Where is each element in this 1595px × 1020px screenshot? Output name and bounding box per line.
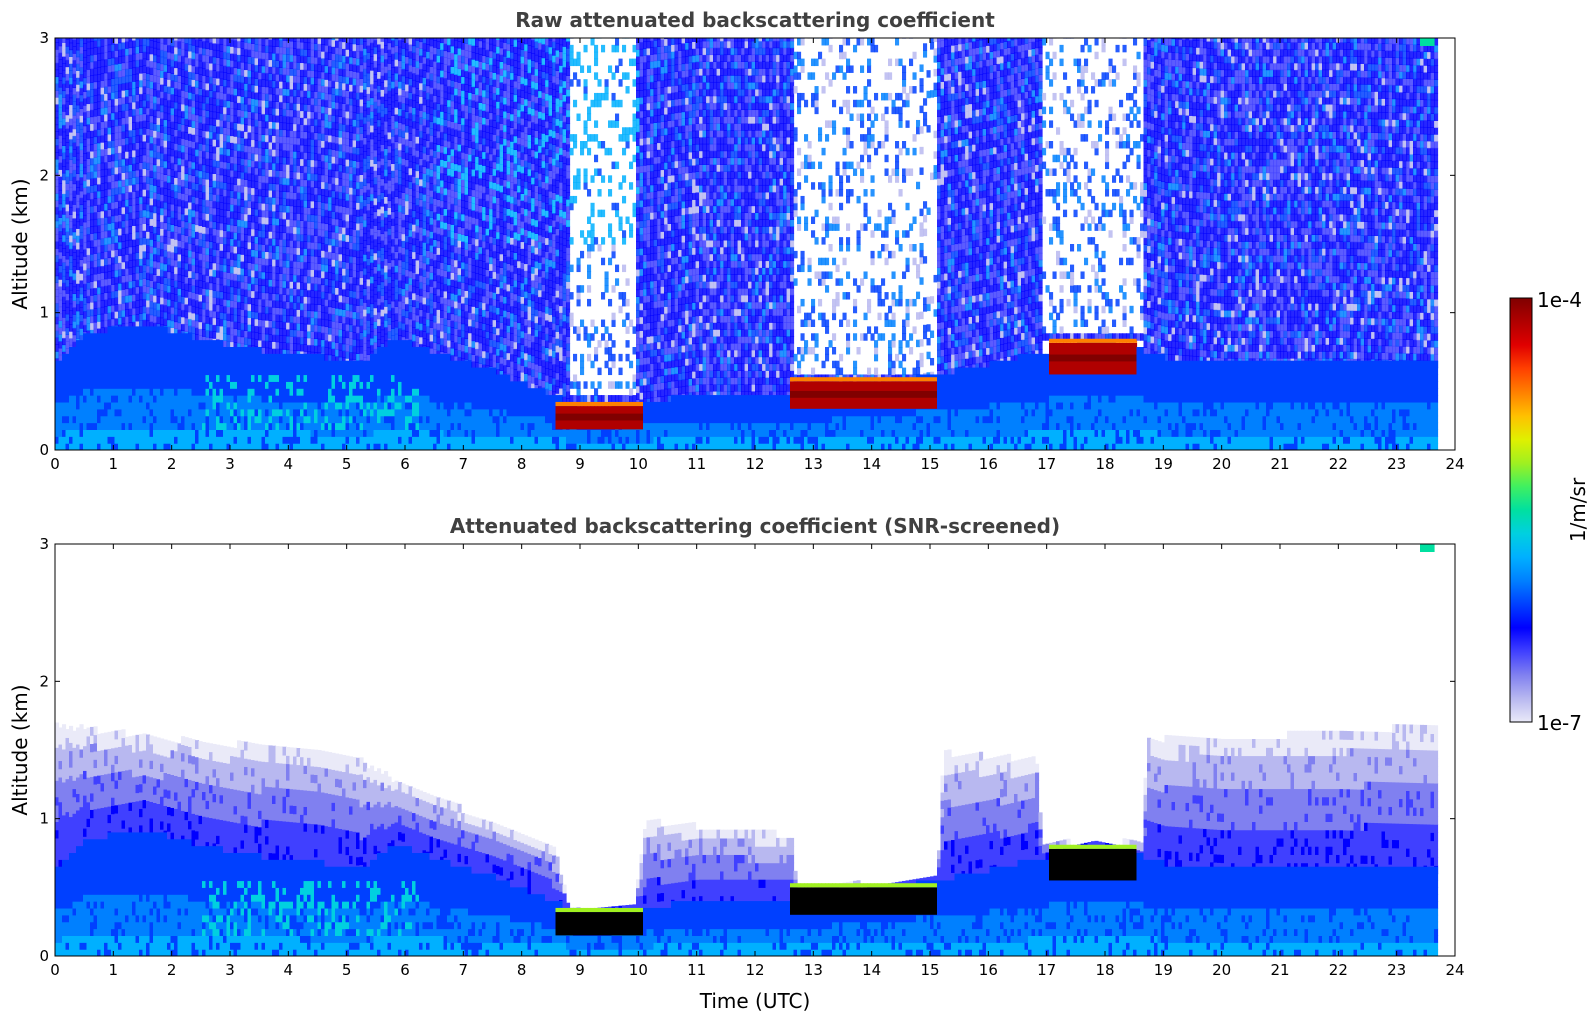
x-tick-label: 15 bbox=[920, 961, 939, 979]
y-tick-label: 2 bbox=[39, 166, 49, 184]
heatmap-screened bbox=[55, 544, 1438, 957]
x-tick-label: 14 bbox=[862, 455, 881, 473]
x-tick-label: 1 bbox=[109, 961, 119, 979]
x-tick-label: 20 bbox=[1212, 455, 1231, 473]
x-tick-label: 24 bbox=[1445, 455, 1464, 473]
x-tick-label: 17 bbox=[1037, 455, 1056, 473]
x-tick-label: 8 bbox=[517, 961, 527, 979]
x-tick-label: 23 bbox=[1387, 961, 1406, 979]
x-tick-label: 12 bbox=[745, 455, 764, 473]
x-tick-label: 11 bbox=[687, 961, 706, 979]
x-tick-label: 7 bbox=[459, 455, 469, 473]
x-tick-label: 13 bbox=[804, 961, 823, 979]
x-tick-label: 9 bbox=[575, 455, 585, 473]
x-tick-label: 22 bbox=[1329, 961, 1348, 979]
x-tick-label: 17 bbox=[1037, 961, 1056, 979]
x-tick-label: 16 bbox=[979, 961, 998, 979]
x-tick-label: 2 bbox=[167, 961, 177, 979]
x-tick-label: 19 bbox=[1154, 455, 1173, 473]
x-tick-label: 7 bbox=[459, 961, 469, 979]
y-tick-label: 1 bbox=[39, 304, 49, 322]
x-tick-label: 1 bbox=[109, 455, 119, 473]
x-tick-label: 21 bbox=[1270, 961, 1289, 979]
y-tick-label: 0 bbox=[39, 441, 49, 459]
x-tick-label: 2 bbox=[167, 455, 177, 473]
x-tick-label: 10 bbox=[629, 455, 648, 473]
y-tick-label: 0 bbox=[39, 947, 49, 965]
x-tick-label: 15 bbox=[920, 455, 939, 473]
x-tick-label: 18 bbox=[1095, 455, 1114, 473]
x-tick-label: 22 bbox=[1329, 455, 1348, 473]
x-tick-label: 16 bbox=[979, 455, 998, 473]
x-tick-label: 23 bbox=[1387, 455, 1406, 473]
heatmap-raw bbox=[55, 31, 1438, 450]
y-tick-label: 3 bbox=[39, 535, 49, 553]
x-tick-label: 5 bbox=[342, 961, 352, 979]
y-axis-label-raw: Altitude (km) bbox=[8, 178, 32, 309]
x-tick-label: 3 bbox=[225, 961, 235, 979]
colorbar-gradient bbox=[1510, 298, 1532, 722]
x-tick-label: 20 bbox=[1212, 961, 1231, 979]
x-tick-label: 4 bbox=[284, 961, 294, 979]
y-tick-label: 1 bbox=[39, 810, 49, 828]
x-tick-label: 13 bbox=[804, 455, 823, 473]
colorbar-max-label: 1e-4 bbox=[1537, 288, 1582, 312]
panel-raw: Raw attenuated backscattering coefficien… bbox=[8, 8, 1465, 473]
x-tick-label: 18 bbox=[1095, 961, 1114, 979]
x-tick-label: 5 bbox=[342, 455, 352, 473]
y-tick-label: 3 bbox=[39, 29, 49, 47]
x-tick-label: 14 bbox=[862, 961, 881, 979]
x-tick-label: 11 bbox=[687, 455, 706, 473]
x-tick-label: 3 bbox=[225, 455, 235, 473]
x-tick-label: 24 bbox=[1445, 961, 1464, 979]
panel-title-screened: Attenuated backscattering coefficient (S… bbox=[450, 514, 1060, 538]
colorbar-min-label: 1e-7 bbox=[1537, 711, 1582, 735]
x-axis-label: Time (UTC) bbox=[699, 989, 811, 1013]
panel-title-raw: Raw attenuated backscattering coefficien… bbox=[515, 8, 995, 32]
x-tick-label: 0 bbox=[50, 961, 60, 979]
panel-screened: Attenuated backscattering coefficient (S… bbox=[8, 514, 1465, 1013]
colorbar: 1e-4 1e-7 1/m/sr bbox=[1510, 288, 1590, 735]
x-tick-label: 9 bbox=[575, 961, 585, 979]
colorbar-unit-label: 1/m/sr bbox=[1566, 477, 1590, 542]
backscatter-figure: Raw attenuated backscattering coefficien… bbox=[0, 0, 1595, 1020]
x-tick-label: 8 bbox=[517, 455, 527, 473]
x-tick-label: 0 bbox=[50, 455, 60, 473]
y-axis-label-screened: Altitude (km) bbox=[8, 684, 32, 815]
x-tick-label: 6 bbox=[400, 961, 410, 979]
x-tick-label: 19 bbox=[1154, 961, 1173, 979]
y-tick-label: 2 bbox=[39, 672, 49, 690]
x-tick-label: 12 bbox=[745, 961, 764, 979]
x-tick-label: 6 bbox=[400, 455, 410, 473]
x-tick-label: 21 bbox=[1270, 455, 1289, 473]
x-tick-label: 4 bbox=[284, 455, 294, 473]
x-tick-label: 10 bbox=[629, 961, 648, 979]
